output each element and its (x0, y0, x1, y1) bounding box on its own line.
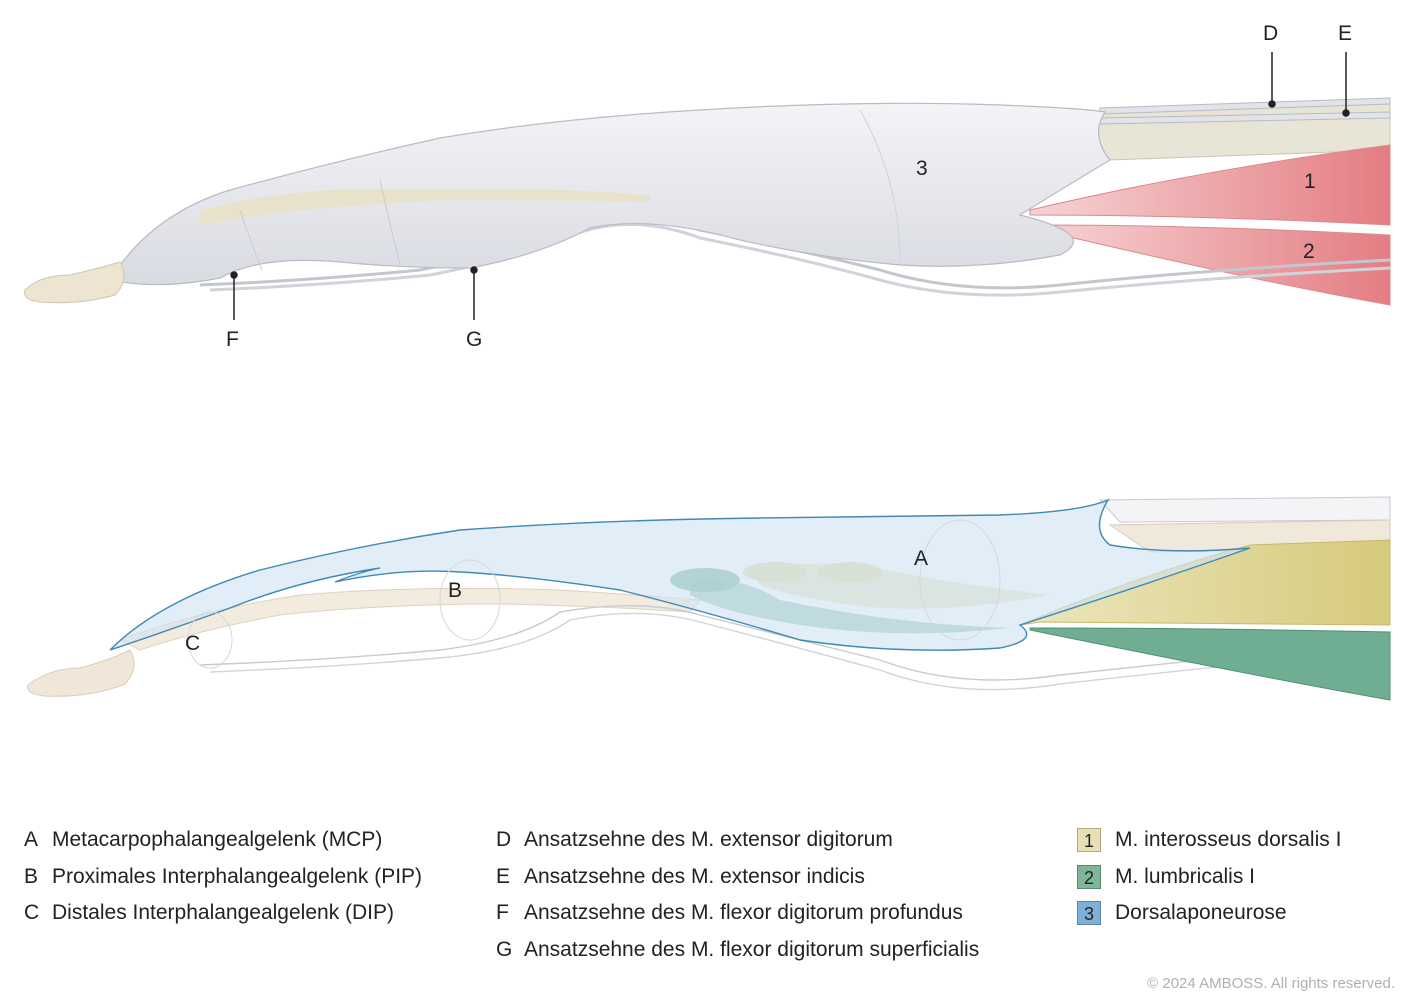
label-1: 1 (1304, 170, 1316, 193)
legend-text: Ansatzsehne des M. flexor digitorum supe… (524, 937, 980, 961)
legend-key: B (24, 864, 39, 888)
legend-text: Ansatzsehne des M. extensor digitorum (524, 828, 893, 851)
legend-text: M. interosseus dorsalis I (1115, 828, 1342, 851)
label-D: D (1263, 22, 1278, 45)
legend-joints: A Metacarpophalangealgelenk (MCP) B Prox… (24, 822, 422, 932)
legend-item-E: E Ansatzsehne des M. extensor indicis (496, 859, 979, 896)
legend-item-B: B Proximales Interphalangealgelenk (PIP) (24, 859, 422, 896)
label-E: E (1338, 22, 1352, 45)
interosseus-muscle-1 (1029, 144, 1391, 226)
bone-outline-bottom (1098, 496, 1391, 523)
legend-item-D: D Ansatzsehne des M. extensor digitorum (496, 822, 979, 859)
lumbricalis-bottom (1029, 627, 1391, 701)
finger-anatomy-diagram: D E F G 1 2 3 A B C (24, 22, 1391, 701)
legend-text: Metacarpophalangealgelenk (MCP) (52, 828, 383, 851)
legend-key: A (24, 828, 39, 851)
legend-item-A: A Metacarpophalangealgelenk (MCP) (24, 822, 422, 859)
legend-item-G: G Ansatzsehne des M. flexor digitorum su… (496, 932, 979, 969)
dorsal-aponeurosis-bottom (109, 498, 1251, 651)
legend-structures: 1 M. interosseus dorsalis I 2 M. lumbric… (1077, 822, 1341, 932)
lumbricalis-muscle-2 (1039, 224, 1391, 306)
legend-item-2: 2 M. lumbricalis I (1077, 859, 1341, 896)
legend-text: Dorsalaponeurose (1115, 901, 1287, 925)
label-C: C (185, 632, 200, 655)
copyright-notice: © 2024 AMBOSS. All rights reserved. (1147, 975, 1395, 992)
legend-key: E (496, 864, 511, 888)
legend-item-F: F Ansatzsehne des M. flexor digitorum pr… (496, 895, 979, 932)
legend-swatch-1: 1 (1077, 828, 1101, 853)
legend-swatch-2: 2 (1077, 864, 1101, 889)
legend-tendons: D Ansatzsehne des M. extensor digitorum … (496, 822, 979, 968)
label-2: 2 (1303, 240, 1315, 263)
legend-text: Proximales Interphalangealgelenk (PIP) (52, 864, 423, 888)
label-B: B (448, 579, 462, 602)
legend-text: M. lumbricalis I (1115, 864, 1256, 888)
legend-item-1: 1 M. interosseus dorsalis I (1077, 822, 1341, 859)
legend-text: Distales Interphalangealgelenk (DIP) (52, 901, 395, 925)
legend-key: F (496, 901, 509, 925)
legend-text: Ansatzsehne des M. extensor indicis (524, 864, 865, 888)
legend-key: C (24, 901, 40, 925)
fingertip-bottom (27, 649, 135, 697)
legend-swatch-3: 3 (1077, 901, 1101, 926)
leader-lines-top (230, 52, 1350, 320)
legend-item-C: C Distales Interphalangealgelenk (DIP) (24, 895, 422, 932)
legend-key: G (496, 937, 513, 961)
label-F: F (226, 328, 239, 351)
legend-text: Ansatzsehne des M. flexor digitorum prof… (524, 901, 963, 925)
top-illustration: D E F G 1 2 3 (24, 22, 1391, 351)
label-3: 3 (916, 157, 928, 180)
legend-key: D (496, 828, 512, 851)
phalanx-bones-top (200, 189, 650, 225)
label-G: G (466, 328, 482, 351)
fingertip-top (24, 261, 125, 304)
legend-item-3: 3 Dorsalaponeurose (1077, 895, 1341, 932)
label-A: A (914, 547, 928, 570)
bottom-illustration: A B C (27, 496, 1391, 701)
